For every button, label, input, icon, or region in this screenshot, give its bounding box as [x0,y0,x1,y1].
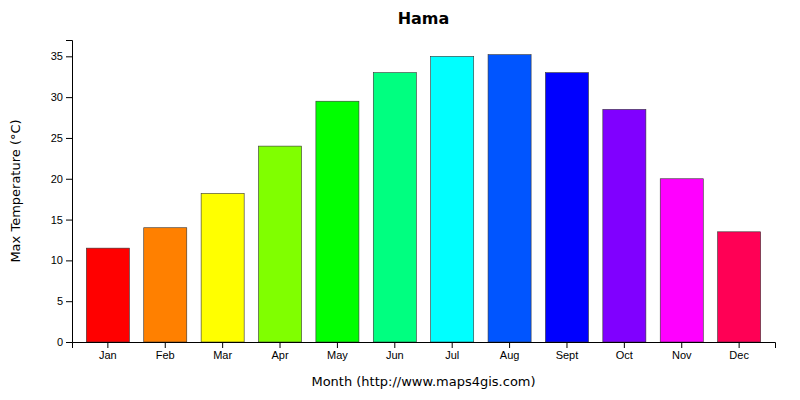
y-tick-label: 35 [51,50,63,62]
y-tick-label: 15 [51,214,63,226]
bar [316,101,359,342]
x-tick: Sept [556,342,579,361]
y-tick-label: 10 [51,254,63,266]
y-tick-mark [66,301,72,302]
x-tick-mark [280,342,281,348]
y-tick-mark [66,97,72,98]
y-tick: 5 [57,295,72,307]
bar [259,146,302,342]
x-tick: Apr [271,342,288,361]
y-tick: 20 [51,173,72,185]
x-tick-label: Apr [271,349,288,361]
x-tick-label: Jul [445,349,459,361]
bar [488,55,531,342]
x-tick-label: Mar [213,349,232,361]
bar [431,56,474,342]
bar [718,232,761,342]
x-tick: Nov [672,342,692,361]
x-tick-label: Oct [616,349,633,361]
x-axis: Jan Feb Mar Apr May Jun Jul Aug Sept Oct Nov Dec [73,342,776,361]
x-tick-mark [107,342,108,348]
y-tick-mark [66,179,72,180]
bar [201,193,244,342]
bar [545,73,588,342]
y-tick-label: 20 [51,173,63,185]
y-tick-label: 5 [57,295,63,307]
bar [603,109,646,342]
x-axis-line [73,343,776,349]
x-tick: Jul [445,342,459,361]
y-tick-label: 0 [57,336,63,348]
y-tick-mark [66,260,72,261]
x-tick-label: Sept [556,349,579,361]
y-tick: 0 [57,336,72,348]
y-tick-mark [66,56,72,57]
y-tick-label: 30 [51,91,63,103]
x-tick-mark [624,342,625,348]
x-tick-mark [222,342,223,348]
x-tick: Aug [500,342,520,361]
title: Hama [398,9,450,28]
x-tick-mark [566,342,567,348]
y-axis-line [66,41,73,343]
y-tick: 10 [51,254,72,266]
x-tick-label: Dec [729,349,749,361]
x-tick: Oct [616,342,633,361]
chart: Jan Feb Mar Apr May Jun Jul Aug Sept Oct Nov Dec 0 5 1… [0,0,800,400]
x-tick: Jun [386,342,404,361]
x-tick: May [327,342,348,361]
x-tick: Feb [156,342,175,361]
x-tick-label: Jun [386,349,404,361]
x-tick-mark [452,342,453,348]
plot: Jan Feb Mar Apr May Jun Jul Aug Sept Oct Nov Dec 0 5 1… [51,41,776,361]
y-tick-mark [66,220,72,221]
x-tick-mark [739,342,740,348]
bar [86,248,129,342]
y-tick: 25 [51,132,72,144]
y-tick: 35 [51,50,72,62]
x-tick-mark [337,342,338,348]
x-tick: Jan [99,342,117,361]
x-tick-mark [394,342,395,348]
x-tick: Mar [213,342,232,361]
bar [373,73,416,342]
y-tick: 30 [51,91,72,103]
x-tick-mark [165,342,166,348]
y-axis-title: Max Temperature (°C) [8,119,23,262]
x-tick-label: Feb [156,349,175,361]
x-tick-label: Aug [500,349,520,361]
bars [86,55,760,342]
x-tick-label: Jan [99,349,117,361]
x-tick: Dec [729,342,749,361]
y-tick: 15 [51,214,72,226]
x-axis-title: Month (http://www.maps4gis.com) [311,374,535,389]
x-tick-mark [681,342,682,348]
x-tick-label: May [327,349,348,361]
y-tick-mark [66,138,72,139]
y-tick-mark [66,342,72,343]
bar [660,179,703,342]
bar [144,228,187,342]
y-tick-label: 25 [51,132,63,144]
y-axis: 0 5 10 15 20 25 30 35 [51,41,73,349]
x-tick-label: Nov [672,349,692,361]
x-tick-mark [509,342,510,348]
